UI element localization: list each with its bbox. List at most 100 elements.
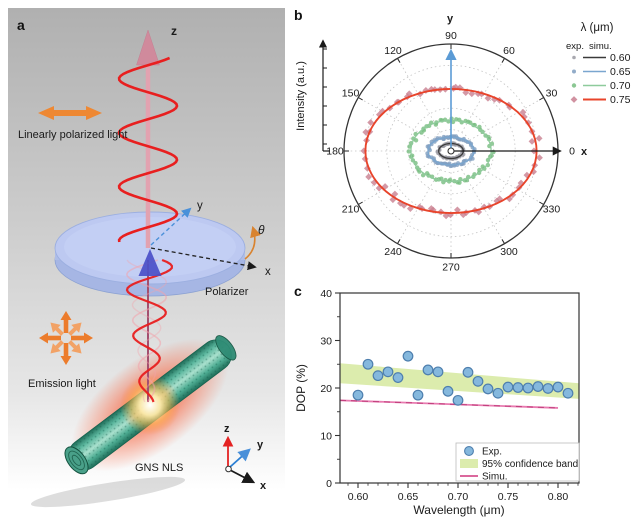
exp-point [375,111,383,119]
emission-helix [125,258,174,403]
tube-shadow [30,476,186,508]
polar-angle-label: 150 [342,88,360,100]
starburst-arrowhead [71,343,82,354]
polar-angle-label: 270 [442,262,460,274]
polar-grid-radial [397,58,441,133]
legend-exp-marker [570,96,578,103]
x-tick-label: 0.80 [548,491,569,503]
legend-band-swatch [460,459,478,468]
theta-label: θ [258,223,265,237]
exp-point [412,389,424,401]
polar-angle-label: 90 [445,30,457,42]
frame-y-label: y [257,439,264,451]
legend-col-exp: exp. [566,41,584,52]
panel-a-illustration: a [8,8,285,508]
exp-point [406,149,411,154]
legend-row: Exp. [464,446,502,458]
polar-grid-radial [469,161,544,205]
x-axis-label: x [265,266,271,278]
panel-b-polar-chart: b Intensity (a.u.) x y 0 30 60 90 120 150 180 2… [294,7,631,274]
legend-row: 0.70 [571,80,631,92]
legend-entry-label: 0.75 [610,94,631,106]
exp-point [439,176,444,181]
exp-point [506,195,513,203]
polar-angle-label: 330 [543,204,561,216]
emission-helix-faint [126,259,168,403]
polar-angle-label: 300 [500,246,518,258]
legend-marker [464,446,474,456]
polar-angle-label: 30 [546,88,558,100]
exp-point [468,90,476,98]
polar-angle-label: 60 [503,45,515,57]
polar-angle-labels: 0 30 60 90 120 150 180 210 240 270 300 330 [326,30,575,274]
y-tick-label: 20 [320,383,332,395]
starburst-arrow [39,332,61,344]
polar-angle-label: 120 [384,45,402,57]
polar-angle-label: 240 [384,246,402,258]
exp-point [522,382,534,394]
frame-z-label: z [224,423,230,435]
polar-angle-tick [539,201,544,205]
exp-point [362,128,370,136]
starburst-arrow [60,311,72,333]
exp-point [528,137,536,145]
x-tick-label: 0.60 [348,491,369,503]
disc-cone [138,249,162,276]
simu-line-dash [339,399,559,409]
exp-point [532,381,544,392]
x-tick-label: 0.70 [448,491,469,503]
exp-point [382,366,394,378]
exp-point [562,387,574,399]
legend-col-simu: simu. [589,41,612,52]
legend-entry-label: 0.65 [610,66,631,78]
legend-row: 95% confidence band [460,459,578,470]
theta-arrow [244,225,261,260]
exp-point [542,383,554,394]
y-axis-title: DOP (%) [294,364,308,412]
exp-point [492,387,504,399]
legend-exp-marker [571,83,577,88]
x-axis-title: Wavelength (μm) [413,503,504,517]
polar-origin-marker [447,147,455,155]
exp-point [472,375,484,387]
y-dashed-arrow [150,207,192,246]
y-axis-label: y [197,200,203,212]
simu-line-base [339,399,559,409]
exp-point [535,134,543,142]
legend-entry-label: 0.60 [610,52,631,64]
starburst-arrowhead [60,311,72,320]
legend-row: Simu. [460,472,508,483]
polarized-helix [117,56,179,243]
intensity-axis: Intensity (a.u.) [295,39,330,152]
polar-angle-tick [539,97,544,101]
exp-point [502,381,514,393]
exp-point [389,196,397,204]
polar-series-0.70 [406,116,496,185]
exp-point [442,385,454,397]
exp-point [552,381,564,393]
legend-row: 0.75 [570,94,631,106]
z-axis-label: z [171,24,177,38]
exp-point [536,154,543,162]
starburst-arrowhead [50,322,61,333]
exp-point [362,358,374,370]
exp-point [453,206,461,214]
starburst-arrowhead [50,343,61,354]
scatter-legend: Exp.95% confidence band Simu. [455,442,580,483]
polar-angle-tick [358,97,363,101]
x-tick-label: 0.65 [398,491,419,503]
linearly-polarized-label: Linearly polarized light [18,129,127,141]
exp-point [422,364,434,376]
legend-row: 0.60 [572,52,631,64]
legend-title: λ (μm) [581,22,614,34]
legend-exp-marker [572,69,576,74]
simu-line [339,399,559,409]
y-tick-label: 10 [320,431,332,443]
starburst-arrowhead [71,322,82,333]
exp-point [406,205,414,212]
exp-point [391,190,399,198]
coordinate-frame: z y x [222,423,267,492]
exp-point [372,370,384,382]
legend-entry-label: Exp. [482,447,502,458]
